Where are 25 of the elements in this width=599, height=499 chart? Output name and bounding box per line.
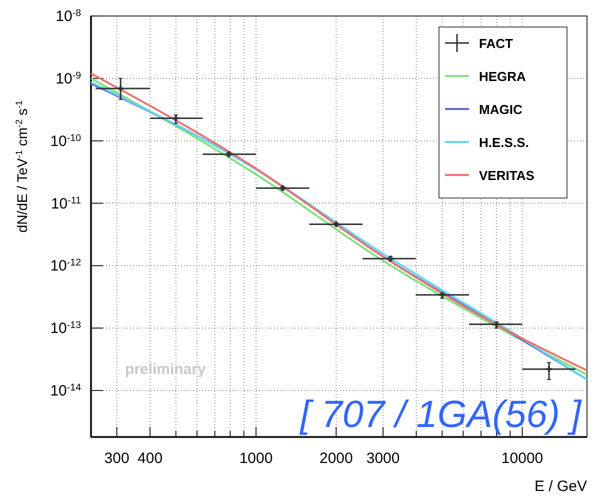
point <box>332 220 340 228</box>
y-tick-label: 10$^{-9}$ <box>56 70 81 88</box>
x-tick-label: 400 <box>138 450 163 467</box>
point <box>438 290 446 299</box>
y-tick-label: 10$^{-11}$ <box>50 194 81 212</box>
x-tick-label: 300 <box>104 450 130 467</box>
y-tick-label: 10$^{-10}$ <box>50 132 82 150</box>
point <box>172 114 180 122</box>
y-tick-label: 10$^{-8}$ <box>56 8 81 25</box>
x-tick-label: 1000 <box>239 450 273 467</box>
x-axis-title: E / GeV <box>534 478 587 495</box>
legend-label: VERITAS <box>479 168 535 183</box>
legend-label: MAGIC <box>479 102 523 117</box>
legend-label: HEGRA <box>479 69 527 84</box>
y-tick-label: 10$^{-14}$ <box>50 382 82 400</box>
x-tick-label: 10000 <box>501 450 544 467</box>
annotation: [ 707 / 1GA(56) ] <box>299 394 582 436</box>
y-tick-label: 10$^{-12}$ <box>50 257 81 275</box>
legend-label: FACT <box>479 36 513 51</box>
x-tick-label: 2000 <box>319 450 353 467</box>
legend-label: H.E.S.S. <box>479 135 529 150</box>
x-tick-label: 3000 <box>366 450 400 467</box>
point <box>278 184 287 192</box>
y-tick-label: 10$^{-13}$ <box>50 320 81 338</box>
point <box>224 150 233 158</box>
